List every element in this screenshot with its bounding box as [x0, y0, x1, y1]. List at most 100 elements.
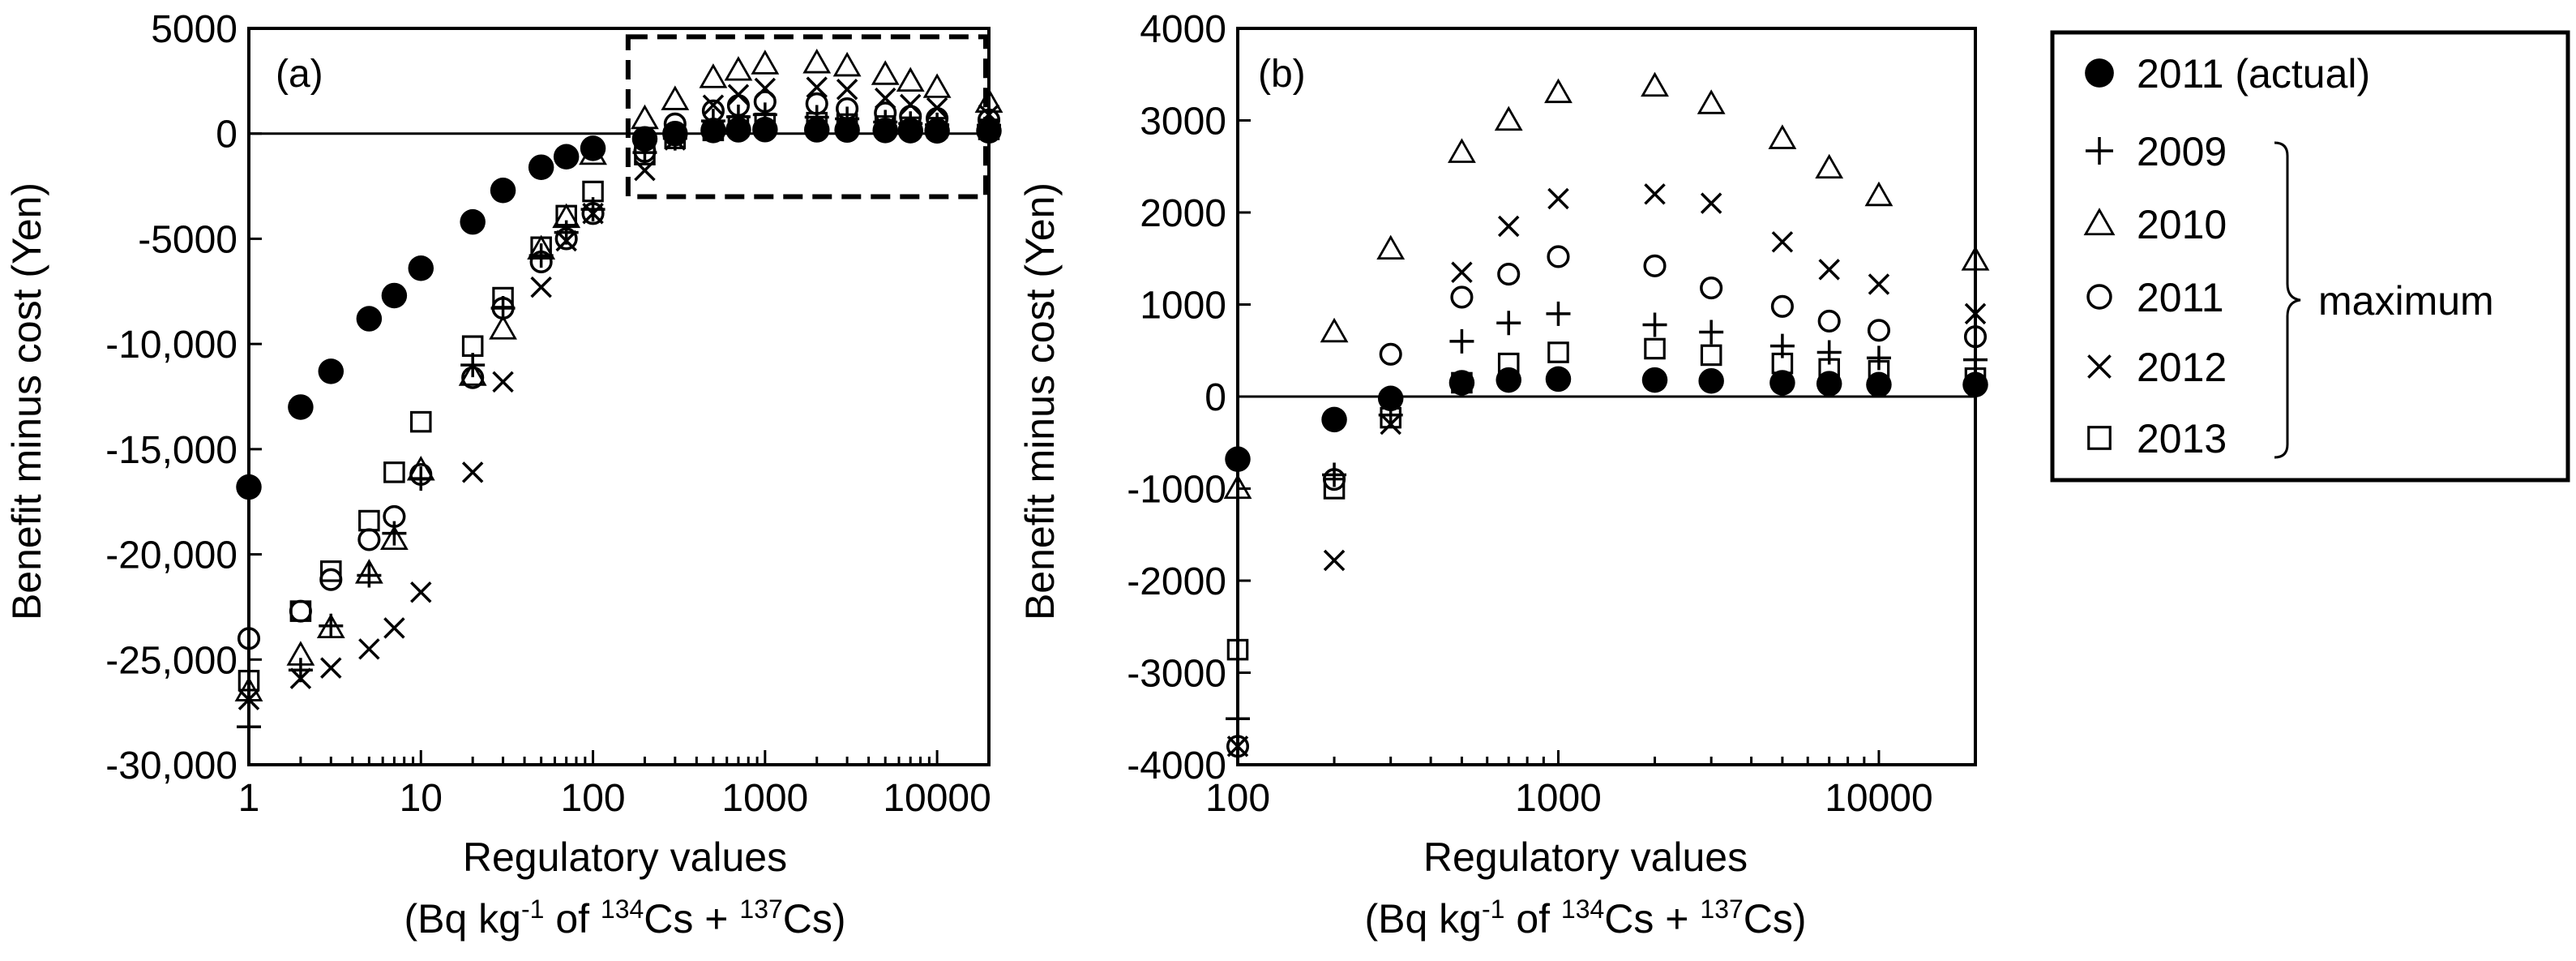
x-tick-label: 1	[238, 777, 260, 820]
data-point	[320, 657, 342, 679]
data-point	[1496, 311, 1521, 336]
series-2011-actual-	[1225, 366, 1988, 472]
data-point	[1700, 344, 1722, 367]
series-2012	[237, 76, 1000, 710]
data-point	[288, 658, 313, 683]
data-point	[1450, 285, 1474, 309]
inset-box	[625, 34, 988, 199]
data-point	[1641, 367, 1668, 393]
y-tick-label: 2000	[1140, 192, 1226, 235]
data-point	[1448, 370, 1475, 396]
data-point	[320, 560, 342, 582]
data-point	[1699, 320, 1724, 345]
units-exponent: -1	[521, 895, 544, 924]
data-point	[1497, 262, 1521, 286]
data-point	[634, 159, 656, 182]
data-point	[409, 410, 432, 433]
data-point	[1816, 371, 1842, 397]
data-point	[492, 371, 514, 393]
data-point	[725, 117, 751, 143]
legend-label: 2010	[2137, 202, 2227, 247]
data-point	[318, 358, 344, 384]
series-2010	[1223, 71, 1990, 500]
units-cs137-mass: 137	[739, 895, 782, 924]
data-point	[409, 466, 434, 491]
legend-marker	[2085, 58, 2114, 88]
y-tick-label: 3000	[1140, 101, 1226, 144]
data-point	[1379, 342, 1402, 366]
panel-b-label: (b)	[1258, 53, 1306, 96]
data-point	[1642, 312, 1667, 337]
legend-marker	[2086, 137, 2113, 165]
y-tick-label: 0	[1205, 376, 1226, 419]
legend-marker	[2087, 354, 2112, 379]
data-point	[1377, 385, 1404, 412]
legend-box	[2050, 30, 2570, 483]
units-cs137-mass: 137	[1700, 895, 1743, 924]
data-point	[1546, 301, 1571, 326]
data-point	[661, 85, 690, 110]
x-tick-label: 10000	[1825, 777, 1932, 820]
legend-marker	[2086, 284, 2112, 310]
data-point	[1867, 319, 1891, 342]
data-point	[1816, 340, 1842, 365]
data-point	[1698, 367, 1724, 394]
data-point	[926, 97, 948, 119]
data-point	[1544, 78, 1573, 104]
data-point	[458, 361, 487, 386]
data-point	[461, 461, 484, 483]
data-point	[1448, 138, 1476, 163]
data-point	[1643, 254, 1667, 277]
data-point	[1770, 294, 1794, 318]
data-point	[1322, 462, 1347, 487]
units-prefix: (Bq kg	[404, 896, 521, 942]
series-2009	[1226, 301, 1988, 731]
y-tick-label: -1000	[1127, 469, 1226, 512]
data-point	[379, 525, 409, 551]
data-point	[874, 87, 896, 109]
data-point	[897, 118, 923, 144]
y-tick-label: 1000	[1140, 285, 1226, 328]
data-point	[1547, 187, 1569, 210]
y-tick-label: -15,000	[105, 429, 237, 472]
x-tick-label: 10000	[883, 777, 991, 820]
panel-b-xlabel: Regulatory values	[1423, 834, 1748, 880]
plot-frame	[1236, 27, 1977, 766]
data-point	[1866, 345, 1891, 371]
data-point	[1815, 153, 1844, 179]
data-point	[662, 120, 688, 147]
data-point	[631, 126, 658, 152]
units-cs134-mass: 134	[1561, 895, 1604, 924]
data-point	[1697, 89, 1726, 114]
y-tick-label: -10,000	[105, 324, 237, 367]
data-point	[872, 118, 898, 144]
data-point	[1449, 328, 1474, 354]
data-point	[1700, 192, 1722, 214]
y-tick-label: -4000	[1127, 744, 1226, 787]
legend-label: 2009	[2137, 129, 2227, 174]
panel-a: 5000 0 -5000 -10,000 -15,000 -20,000 -25,000 -3…	[105, 8, 1003, 820]
data-point	[1547, 341, 1569, 363]
x-tick-label: 100	[1205, 777, 1270, 820]
data-point	[490, 296, 516, 321]
data-point	[802, 48, 832, 74]
data-point	[1769, 333, 1795, 358]
y-tick-label: -5000	[138, 218, 237, 261]
panel-b: 40003000200010000-1000-2000-3000-4000100…	[1127, 8, 1990, 820]
data-point	[288, 394, 314, 420]
data-point	[381, 282, 408, 309]
panel-b-ylabel: Benefit minus cost (Yen)	[1017, 182, 1063, 620]
legend-marker	[2087, 426, 2112, 450]
data-point	[899, 93, 922, 116]
data-point	[836, 78, 858, 101]
legend-label: 2012	[2137, 345, 2227, 390]
data-point	[358, 638, 380, 660]
y-tick-label: -20,000	[105, 534, 237, 577]
data-point	[383, 617, 405, 639]
data-point	[1547, 245, 1570, 268]
data-point	[383, 461, 405, 483]
data-point	[1817, 309, 1841, 332]
data-point	[460, 208, 486, 235]
